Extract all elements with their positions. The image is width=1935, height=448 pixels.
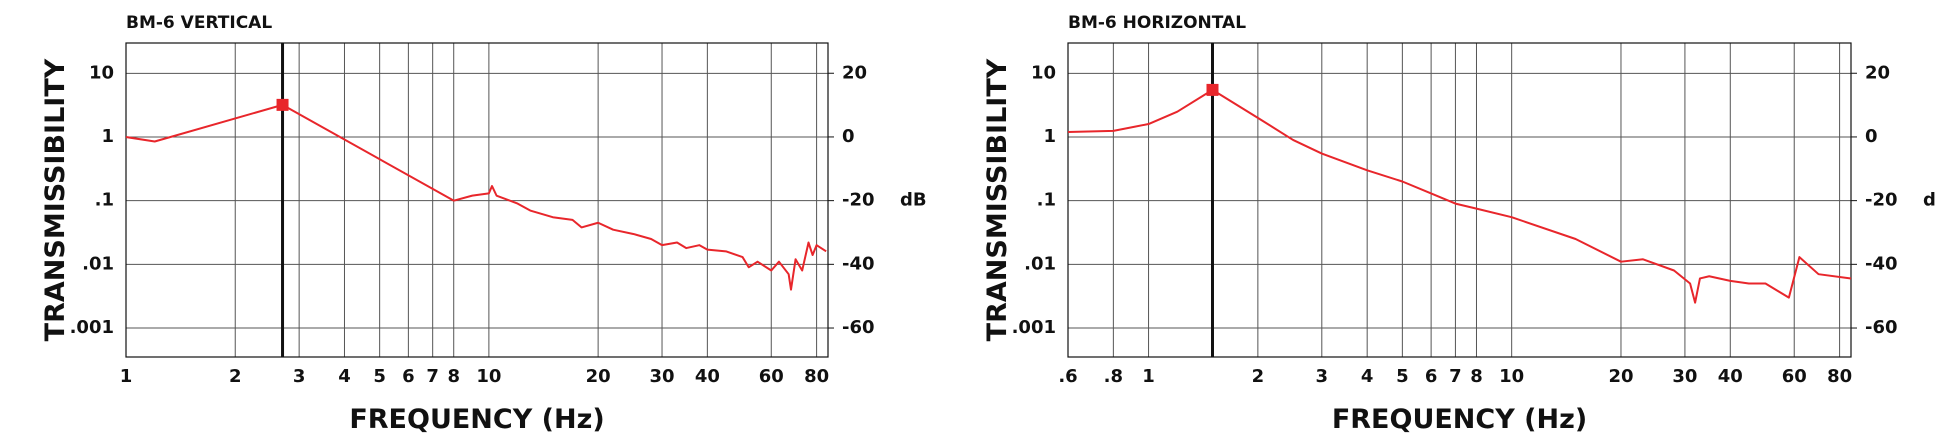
x-tick-label: .8 — [1104, 366, 1123, 387]
y-tick-label: .001 — [1012, 317, 1056, 338]
peak-marker — [276, 98, 289, 111]
x-axis-title: FREQUENCY (Hz) — [349, 404, 604, 435]
y2-tick-label: -20 — [842, 190, 875, 211]
plot-border — [125, 42, 829, 358]
y-tick-label: .01 — [82, 253, 114, 274]
y2-axis-title: dB — [1923, 190, 1935, 211]
x-tick-label: 7 — [1449, 366, 1462, 387]
y-tick-label: .01 — [1024, 253, 1056, 274]
y-tick-label: 10 — [89, 62, 114, 83]
x-tick-label: 5 — [373, 366, 386, 387]
y2-axis-title: dB — [900, 190, 927, 211]
y2-tick-label: 20 — [1865, 62, 1890, 83]
x-tick-label: 30 — [649, 366, 674, 387]
plot-border — [1067, 42, 1852, 358]
x-tick-label: 10 — [476, 366, 501, 387]
peak-marker — [1206, 83, 1219, 96]
data-line — [1067, 88, 1852, 304]
y-tick-label: .1 — [95, 190, 114, 211]
y-tick-label: 1 — [1043, 126, 1056, 147]
x-tick-label: 80 — [804, 366, 829, 387]
y-tick-label: .1 — [1037, 190, 1056, 211]
x-tick-label: 6 — [402, 366, 415, 387]
y-tick-label: .001 — [70, 317, 114, 338]
y2-tick-label: 20 — [842, 62, 867, 83]
chart-title: BM-6 VERTICAL — [126, 13, 272, 33]
x-tick-label: 8 — [447, 366, 460, 387]
x-tick-label: 10 — [1499, 366, 1524, 387]
y-axis-title: TRANSMISSIBILITY — [982, 58, 1013, 341]
y2-tick-label: 0 — [842, 126, 855, 147]
y2-tick-label: -60 — [842, 317, 875, 338]
x-tick-label: 3 — [1316, 366, 1329, 387]
x-tick-label: 7 — [426, 366, 439, 387]
y-tick-label: 10 — [1031, 62, 1056, 83]
x-tick-label: .6 — [1058, 366, 1077, 387]
chart: BM-6 VERTICAL TRANSMISSIBILITY FREQUENCY (… — [40, 13, 927, 435]
x-tick-label: 8 — [1470, 366, 1483, 387]
x-tick-label: 60 — [759, 366, 784, 387]
y-axis-title: TRANSMISSIBILITY — [40, 58, 71, 341]
x-tick-label: 6 — [1425, 366, 1438, 387]
x-tick-label: 4 — [1361, 366, 1374, 387]
data-line — [125, 103, 827, 291]
y-tick-label: 1 — [101, 126, 114, 147]
y2-tick-label: -40 — [1865, 253, 1898, 274]
chart: BM-6 HORIZONTAL TRANSMISSIBILITY FREQUENCY… — [982, 13, 1935, 435]
x-tick-label: 4 — [338, 366, 351, 387]
x-tick-label: 3 — [293, 366, 306, 387]
x-tick-label: 40 — [695, 366, 720, 387]
y2-tick-label: 0 — [1865, 126, 1878, 147]
x-tick-label: 20 — [1608, 366, 1633, 387]
y2-tick-label: -60 — [1865, 317, 1898, 338]
x-tick-label: 1 — [1142, 366, 1155, 387]
x-tick-label: 30 — [1672, 366, 1697, 387]
chart-title: BM-6 HORIZONTAL — [1068, 13, 1246, 33]
x-tick-label: 80 — [1827, 366, 1852, 387]
x-tick-label: 20 — [586, 366, 611, 387]
x-tick-label: 2 — [229, 366, 242, 387]
x-tick-label: 2 — [1252, 366, 1265, 387]
y2-tick-label: -20 — [1865, 190, 1898, 211]
x-axis-title: FREQUENCY (Hz) — [1332, 404, 1587, 435]
x-tick-label: 1 — [120, 366, 133, 387]
x-tick-label: 60 — [1782, 366, 1807, 387]
x-tick-label: 40 — [1718, 366, 1743, 387]
x-tick-label: 5 — [1396, 366, 1409, 387]
y2-tick-label: -40 — [842, 253, 875, 274]
